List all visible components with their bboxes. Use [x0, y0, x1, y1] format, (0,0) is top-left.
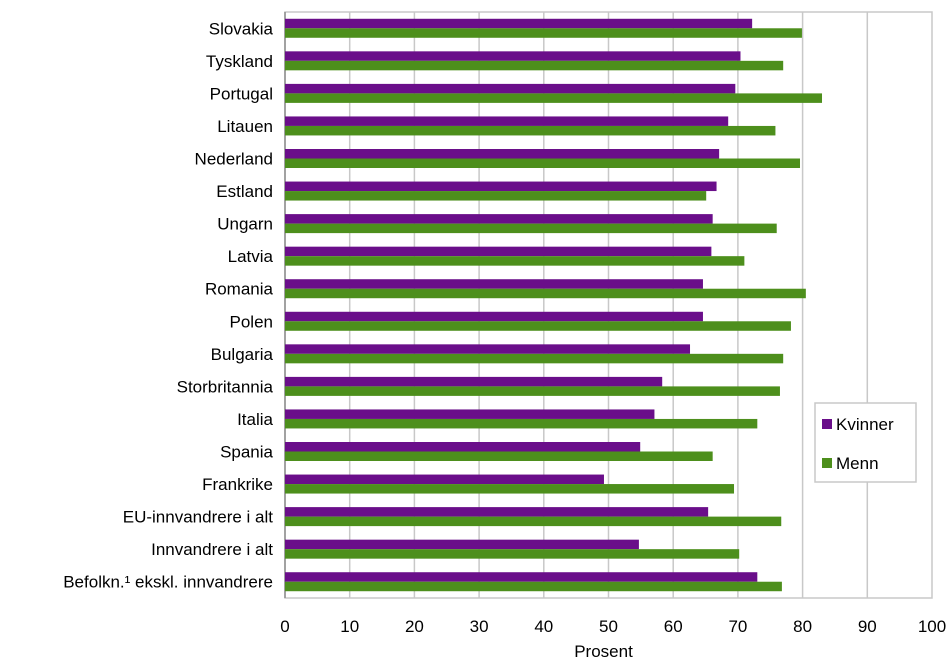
- bar-kvinner-11: [285, 376, 663, 387]
- legend-label-menn: Menn: [836, 454, 879, 473]
- bar-kvinner-3: [285, 116, 729, 126]
- bar-kvinner-0: [285, 18, 753, 29]
- bar-menn-11: [285, 386, 780, 396]
- bar-menn-2: [285, 93, 823, 103]
- bar-kvinner-5: [285, 181, 717, 192]
- category-label-0: Slovakia: [209, 19, 274, 38]
- x-tick-label-100: 100: [918, 617, 946, 636]
- x-axis-title: Prosent: [574, 642, 633, 661]
- category-label-2: Portugal: [210, 84, 273, 103]
- bar-kvinner-15: [285, 507, 709, 517]
- bar-kvinner-6: [285, 214, 713, 224]
- bar-kvinner-9: [285, 311, 703, 322]
- x-tick-label-80: 80: [793, 617, 812, 636]
- category-label-5: Estland: [216, 182, 273, 201]
- bar-menn-10: [285, 353, 784, 364]
- bar-kvinner-14: [285, 474, 604, 485]
- category-label-17: Befolkn.¹ ekskl. innvandrere: [63, 573, 273, 592]
- x-tick-label-70: 70: [728, 617, 747, 636]
- legend: Kvinner Menn: [814, 402, 917, 483]
- x-tick-label-20: 20: [405, 617, 424, 636]
- category-label-1: Tyskland: [206, 52, 273, 71]
- category-label-14: Frankrike: [202, 475, 273, 494]
- x-tick-label-60: 60: [664, 617, 683, 636]
- bar-menn-13: [285, 451, 713, 461]
- category-label-4: Nederland: [195, 150, 273, 169]
- bar-kvinner-1: [285, 51, 741, 61]
- category-label-7: Latvia: [228, 247, 274, 266]
- x-tick-label-30: 30: [470, 617, 489, 636]
- bar-kvinner-7: [285, 246, 712, 257]
- bar-menn-4: [285, 158, 801, 168]
- category-label-3: Litauen: [217, 117, 273, 136]
- bar-kvinner-12: [285, 409, 655, 419]
- bar-kvinner-13: [285, 442, 641, 452]
- x-tick-label-50: 50: [599, 617, 618, 636]
- category-label-12: Italia: [237, 410, 273, 429]
- bar-kvinner-8: [285, 279, 703, 289]
- bar-menn-5: [285, 191, 707, 201]
- bar-kvinner-4: [285, 149, 720, 159]
- legend-swatch-kvinner: [822, 419, 832, 429]
- bar-kvinner-10: [285, 344, 691, 354]
- legend-swatch-menn: [822, 458, 832, 468]
- bar-menn-6: [285, 223, 777, 234]
- category-labels: Slovakia Tyskland Portugal Litauen Nederland…: [63, 19, 273, 591]
- bar-menn-0: [285, 28, 802, 38]
- x-tick-label-10: 10: [340, 617, 359, 636]
- category-label-16: Innvandrere i alt: [151, 540, 273, 559]
- category-label-11: Storbritannia: [177, 377, 274, 396]
- bar-kvinner-16: [285, 539, 639, 550]
- bar-menn-9: [285, 321, 791, 331]
- legend-label-kvinner: Kvinner: [836, 415, 894, 434]
- x-tick-label-40: 40: [534, 617, 553, 636]
- category-label-13: Spania: [220, 443, 273, 462]
- category-label-10: Bulgaria: [211, 345, 274, 364]
- bar-menn-15: [285, 516, 782, 527]
- bar-menn-12: [285, 418, 758, 429]
- bars: [285, 18, 823, 592]
- bar-menn-17: [285, 581, 782, 592]
- legend-box: [814, 402, 917, 483]
- category-label-6: Ungarn: [217, 215, 273, 234]
- gridlines: [284, 12, 869, 598]
- category-label-8: Romania: [205, 280, 274, 299]
- category-label-9: Polen: [230, 312, 273, 331]
- x-tick-label-0: 0: [280, 617, 289, 636]
- bar-menn-16: [285, 549, 740, 559]
- bar-menn-7: [285, 256, 745, 266]
- bar-kvinner-2: [285, 83, 736, 94]
- bar-menn-14: [285, 484, 735, 494]
- bar-menn-1: [285, 60, 784, 71]
- bar-menn-3: [285, 125, 776, 136]
- bar-kvinner-17: [285, 572, 758, 582]
- bar-menn-8: [285, 288, 806, 299]
- x-tick-labels: 0 10 20 30 40 50 60 70 80 90 100: [280, 617, 946, 636]
- category-label-15: EU-innvandrere i alt: [123, 508, 274, 527]
- x-tick-label-90: 90: [858, 617, 877, 636]
